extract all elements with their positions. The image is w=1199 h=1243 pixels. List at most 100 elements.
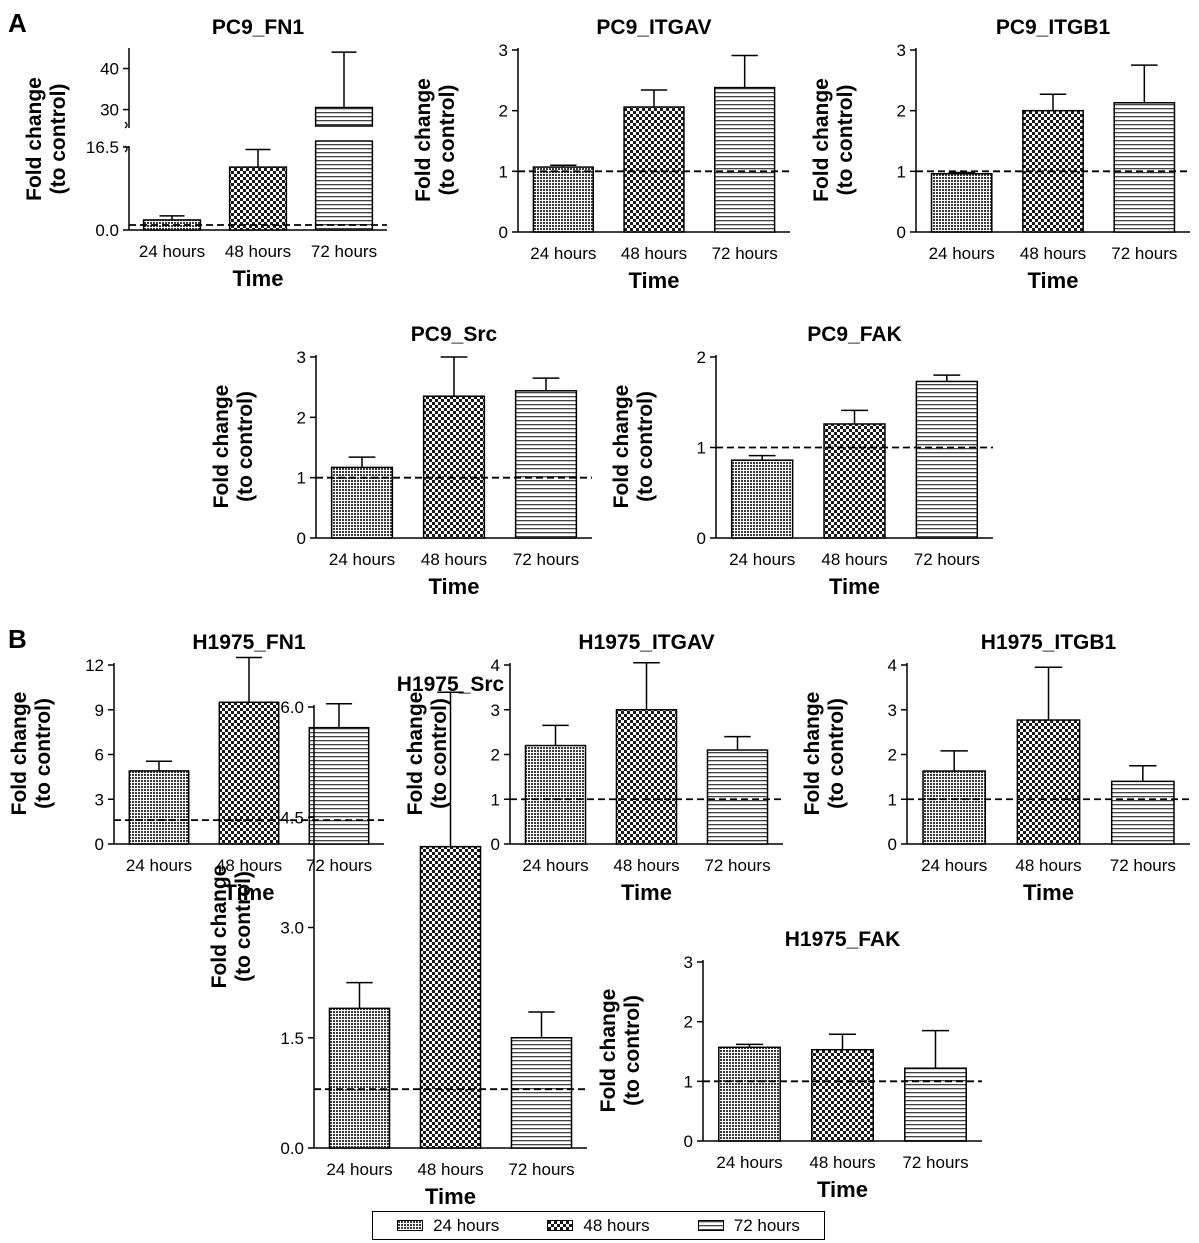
x-axis-label: Time — [224, 880, 275, 905]
bar — [823, 423, 886, 539]
y-axis-label: Fold change — [597, 989, 620, 1113]
y-axis-label: Fold change — [801, 692, 824, 816]
x-axis-label: Time — [429, 574, 480, 599]
x-tick-label: 72 hours — [311, 242, 377, 261]
panel-label-b: B — [8, 624, 27, 654]
legend-swatch-hlines-icon — [697, 1220, 724, 1231]
y-tick-label: 1 — [499, 162, 508, 181]
x-tick-label: 72 hours — [1111, 244, 1177, 263]
x-tick-label: 72 hours — [914, 550, 980, 569]
x-tick-label: 72 hours — [712, 244, 778, 263]
bar — [1110, 780, 1175, 845]
bar — [904, 1067, 967, 1142]
y-tick-label: 6 — [95, 746, 104, 765]
legend: 24 hours 48 hours 72 hours — [372, 1211, 825, 1240]
x-tick-label: 48 hours — [1015, 856, 1081, 875]
y-tick-label: 0.0 — [280, 1139, 304, 1158]
x-tick-label: 24 hours — [716, 1153, 782, 1172]
y-tick-label: 0 — [697, 529, 706, 548]
x-axis-label: Time — [817, 1177, 868, 1202]
bar — [228, 166, 288, 231]
chart-h1975-itgb1: H1975_ITGB1 Fold change (to control) 0 1 2 3 4 2… — [801, 631, 1190, 905]
y-tick-label: 2 — [888, 746, 897, 765]
y-tick-label: 16.5 — [86, 138, 119, 157]
x-tick-label: 72 hours — [513, 550, 579, 569]
y-tick-label: 4.5 — [280, 808, 304, 827]
y-tick-label: 0 — [888, 835, 897, 854]
bar — [922, 770, 987, 845]
chart-title: PC9_ITGAV — [596, 16, 711, 39]
y-axis-label-line2: (to control) — [634, 391, 657, 502]
y-tick-label: 3 — [95, 790, 104, 809]
chart-pc9-src: PC9_Src Fold change (to control) 0 1 2 3 24 hou… — [210, 323, 592, 599]
y-tick-label: 12 — [85, 656, 104, 675]
chart-pc9-fak: PC9_FAK Fold change (to control) 0 1 2 24 hour… — [610, 323, 993, 599]
y-tick-label: 3 — [297, 348, 306, 367]
legend-label: 24 hours — [433, 1215, 500, 1235]
x-axis-label: Time — [233, 266, 284, 291]
x-tick-label: 48 hours — [417, 1160, 483, 1179]
bar — [524, 744, 587, 845]
bar — [730, 459, 794, 539]
bar — [514, 390, 578, 539]
y-axis-label: Fold change — [210, 385, 233, 509]
bar — [328, 1007, 391, 1149]
chart-title: PC9_FN1 — [212, 16, 305, 39]
y-axis-label-line2: (to control) — [47, 84, 70, 195]
x-axis-label: Time — [829, 574, 880, 599]
y-axis-label: Fold change — [208, 865, 231, 989]
y-axis-label-line2: (to control) — [825, 698, 848, 809]
y-axis-label-line2: (to control) — [428, 698, 451, 809]
chart-pc9-itgb1: PC9_ITGB1 Fold change (to control) 0 1 2 3 24 h… — [810, 16, 1190, 293]
y-axis-label: Fold change — [810, 78, 833, 202]
legend-label: 72 hours — [733, 1215, 800, 1235]
y-axis-label: Fold change — [404, 692, 427, 816]
x-tick-label: 48 hours — [613, 856, 679, 875]
y-tick-label: 0 — [95, 835, 104, 854]
bar — [128, 770, 190, 845]
y-tick-label: 1 — [888, 790, 897, 809]
y-tick-label: 1.5 — [280, 1029, 304, 1048]
x-tick-label: 72 hours — [306, 856, 372, 875]
chart-pc9-fn1: PC9_FN1 Fold change (to control) 0.0 16.5 30 4… — [23, 16, 387, 291]
y-tick-label: 3 — [499, 41, 508, 60]
y-tick-label: 1 — [297, 469, 306, 488]
bar — [915, 380, 979, 539]
y-tick-label: 4 — [888, 656, 897, 675]
bar — [419, 845, 482, 1149]
bar — [314, 140, 374, 231]
y-axis-label: Fold change — [412, 78, 435, 202]
bar — [623, 106, 685, 233]
y-axis-label: Fold change — [610, 385, 633, 509]
x-tick-label: 24 hours — [329, 550, 395, 569]
x-axis-label: Time — [1028, 268, 1079, 293]
bar — [532, 166, 595, 233]
y-tick-label: 9 — [95, 701, 104, 720]
bar — [1113, 102, 1176, 233]
chart-title: H1975_ITGB1 — [981, 631, 1117, 654]
x-tick-label: 24 hours — [139, 242, 205, 261]
y-axis-label-line2: (to control) — [32, 698, 55, 809]
bar — [713, 86, 776, 233]
chart-h1975-itgav: H1975_ITGAV Fold change (to control) 0 1 2 3 4 2… — [404, 631, 783, 905]
x-axis-label: Time — [629, 268, 680, 293]
y-tick-label: 0 — [297, 529, 306, 548]
x-tick-label: 48 hours — [421, 550, 487, 569]
y-axis-label-line2: (to control) — [834, 85, 857, 196]
y-tick-label: 4 — [491, 656, 500, 675]
bar — [718, 1046, 781, 1142]
x-axis-label: Time — [1023, 880, 1074, 905]
chart-h1975-fn1: H1975_FN1 Fold change (to control) 0 3 6 9 12 24… — [8, 631, 384, 905]
chart-title: H1975_ITGAV — [578, 631, 714, 654]
chart-title: H1975_FAK — [785, 928, 901, 951]
y-tick-label: 0 — [897, 223, 906, 242]
x-axis-label: Time — [621, 880, 672, 905]
legend-item-72h: 72 hours — [697, 1215, 800, 1236]
x-tick-label: 24 hours — [921, 856, 987, 875]
legend-item-24h: 24 hours — [397, 1216, 499, 1236]
x-tick-label: 48 hours — [809, 1153, 875, 1172]
y-tick-label: 2 — [697, 348, 706, 367]
bar — [330, 466, 394, 539]
bar — [811, 1048, 874, 1142]
